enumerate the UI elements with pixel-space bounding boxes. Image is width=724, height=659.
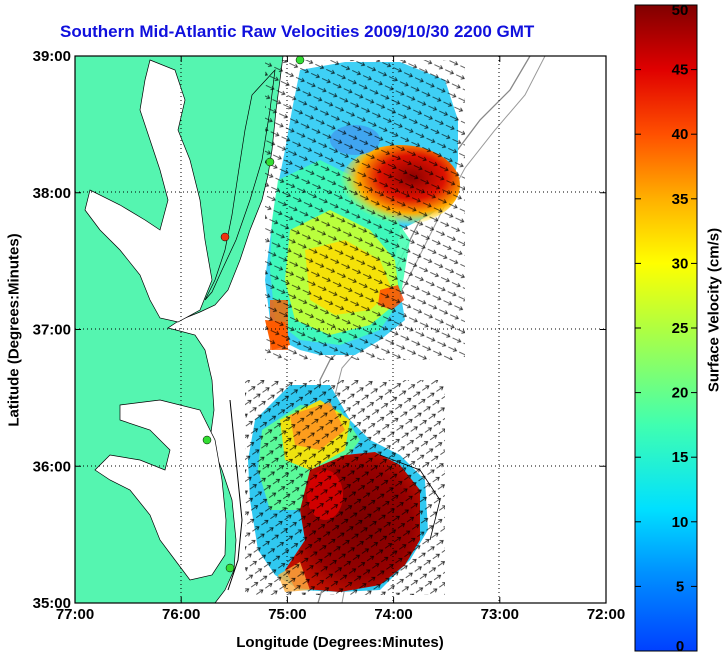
- colorbar-tick-label: 35: [672, 191, 689, 208]
- chesapeake-bay: [84, 59, 213, 323]
- station-marker: [202, 435, 212, 445]
- y-tick-label: 38:00: [33, 185, 71, 202]
- barrier-islands: [227, 399, 243, 591]
- station-marker: [295, 56, 305, 65]
- colorbar-tick-label: 0: [676, 638, 684, 655]
- y-tick-label: 36:00: [33, 458, 71, 475]
- radar-stations: [202, 56, 305, 573]
- y-tick-label: 39:00: [33, 48, 71, 65]
- x-tick-label: 76:00: [162, 606, 200, 623]
- colorbar-ticks: 0 5 10 15 20 25 30 35 40 45 50: [635, 2, 697, 655]
- colorbar-tick-label: 40: [672, 126, 689, 143]
- colorbar-tick-label: 5: [676, 578, 684, 595]
- plot-area: [75, 56, 606, 603]
- x-axis-ticks: 77:00 76:00 75:00 74:00 73:00 72:00: [56, 56, 625, 623]
- x-tick-label: 72:00: [587, 606, 625, 623]
- station-marker: [220, 232, 230, 242]
- colorbar-tick-label: 50: [672, 2, 689, 19]
- land-mass-peninsula: [204, 68, 276, 301]
- x-tick-label: 75:00: [268, 606, 306, 623]
- y-tick-label: 37:00: [33, 322, 71, 339]
- grid: [75, 56, 606, 603]
- colorbar-tick-label: 20: [672, 385, 689, 402]
- station-marker: [265, 157, 275, 167]
- velocity-field-north: [265, 60, 465, 360]
- colorbar-tick-label: 30: [672, 255, 689, 272]
- colorbar-tick-label: 10: [672, 514, 689, 531]
- x-tick-label: 73:00: [481, 606, 519, 623]
- x-axis-label: Longitude (Degrees:Minutes): [236, 634, 444, 651]
- y-tick-label: 35:00: [33, 595, 71, 612]
- velocity-field-south: [245, 380, 445, 595]
- map-title: Southern Mid-Atlantic Raw Velocities 200…: [60, 22, 535, 41]
- y-axis-ticks: 39:00 38:00 37:00 36:00 35:00: [33, 48, 606, 612]
- x-tick-label: 74:00: [374, 606, 412, 623]
- colorbar-tick-label: 45: [672, 62, 689, 79]
- x-tick-label: 77:00: [56, 606, 94, 623]
- station-marker: [225, 563, 235, 573]
- pamlico-sound: [94, 399, 227, 581]
- colorbar-tick-label: 25: [672, 320, 689, 337]
- colorbar-tick-label: 15: [672, 449, 689, 466]
